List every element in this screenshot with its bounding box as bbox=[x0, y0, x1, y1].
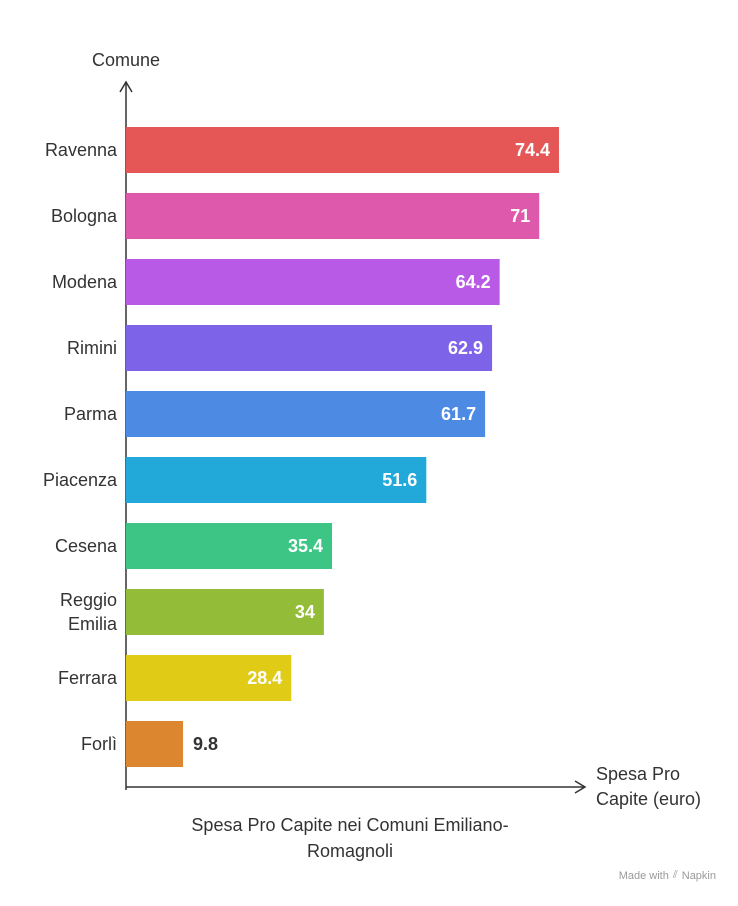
bar-cesena bbox=[126, 523, 333, 569]
watermark-brand: Napkin bbox=[681, 869, 716, 882]
category-label-line: Rimini bbox=[67, 338, 117, 358]
chart-caption: Spesa Pro Capite nei Comuni Emiliano- Ro… bbox=[150, 812, 550, 864]
category-label-line: Bologna bbox=[51, 206, 118, 226]
value-label-piacenza: 51.6 bbox=[382, 470, 417, 490]
category-label-ferrara: Ferrara bbox=[58, 668, 118, 688]
bar-rimini bbox=[126, 325, 493, 371]
bar-parma bbox=[126, 391, 486, 437]
bar-ravenna bbox=[126, 127, 560, 173]
category-labels: Ravenna Bologna Modena Rimini Parma Piacenza C… bbox=[43, 140, 118, 754]
y-axis-title: Comune bbox=[92, 50, 160, 70]
category-label-parma: Parma bbox=[64, 404, 118, 424]
x-axis-title-line-2: Capite (euro) bbox=[596, 789, 701, 809]
x-axis-title: Spesa Pro Capite (euro) bbox=[596, 764, 701, 809]
chart-caption-line-2: Romagnoli bbox=[306, 841, 394, 861]
category-label-modena: Modena bbox=[52, 272, 118, 292]
category-label-line: Reggio bbox=[60, 590, 117, 610]
category-label-piacenza: Piacenza bbox=[43, 470, 118, 490]
x-axis-arrow-icon bbox=[574, 780, 587, 794]
bar-ferrara bbox=[126, 655, 292, 701]
category-label-reggio-emilia: Reggio Emilia bbox=[60, 590, 118, 634]
bar-forl bbox=[126, 721, 184, 767]
chart-caption-line-1: Spesa Pro Capite nei Comuni Emiliano- bbox=[191, 815, 509, 835]
bar-piacenza bbox=[126, 457, 427, 503]
category-label-rimini: Rimini bbox=[67, 338, 117, 358]
x-axis-title-line-1: Spesa Pro bbox=[596, 764, 680, 784]
value-label-reggio-emilia: 34 bbox=[295, 602, 315, 622]
category-label-cesena: Cesena bbox=[55, 536, 118, 556]
category-label-line: Parma bbox=[64, 404, 118, 424]
category-label-forl: Forlì bbox=[81, 734, 117, 754]
category-label-bologna: Bologna bbox=[51, 206, 118, 226]
value-label-rimini: 62.9 bbox=[448, 338, 483, 358]
value-label-ravenna: 74.4 bbox=[515, 140, 550, 160]
bar-bologna bbox=[126, 193, 540, 239]
category-label-ravenna: Ravenna bbox=[45, 140, 118, 160]
bar-modena bbox=[126, 259, 500, 305]
value-label-cesena: 35.4 bbox=[288, 536, 323, 556]
category-label-line: Emilia bbox=[68, 614, 118, 634]
bar-series bbox=[126, 127, 560, 767]
category-label-line: Modena bbox=[52, 272, 118, 292]
napkin-logo-icon: ⫽ bbox=[672, 869, 678, 881]
value-label-forl: 9.8 bbox=[193, 734, 218, 754]
watermark-prefix: Made with bbox=[618, 869, 669, 882]
value-label-modena: 64.2 bbox=[456, 272, 491, 292]
watermark: Made with ⫽ Napkin bbox=[619, 869, 716, 882]
y-axis-arrow-icon bbox=[119, 80, 133, 93]
category-label-line: Ravenna bbox=[45, 140, 118, 160]
category-label-line: Forlì bbox=[81, 734, 117, 754]
category-label-line: Ferrara bbox=[58, 668, 118, 688]
value-labels: 74.4 71 64.2 62.9 61.7 51.6 35.4 34 28.4 9.8 bbox=[193, 140, 550, 754]
category-label-line: Piacenza bbox=[43, 470, 118, 490]
value-label-bologna: 71 bbox=[510, 206, 530, 226]
bar-reggio-emilia bbox=[126, 589, 324, 635]
value-label-ferrara: 28.4 bbox=[247, 668, 282, 688]
value-label-parma: 61.7 bbox=[441, 404, 476, 424]
category-label-line: Cesena bbox=[55, 536, 118, 556]
